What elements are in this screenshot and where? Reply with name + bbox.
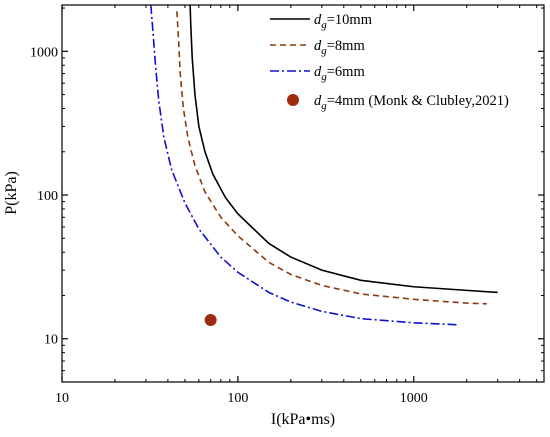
x-axis-label: I(kPa•ms) bbox=[271, 411, 335, 428]
legend-symbol: d bbox=[314, 93, 322, 109]
legend-value: =6mm bbox=[327, 64, 366, 80]
curves bbox=[150, 4, 498, 327]
ticks: 10 100 1000 10 100 1000 bbox=[30, 5, 544, 406]
y-tick-label: 100 bbox=[37, 189, 58, 204]
legend-subscript: g bbox=[321, 100, 327, 112]
legend-marker-4 bbox=[287, 94, 299, 106]
y-tick-label: 10 bbox=[44, 333, 58, 348]
legend-subscript: g bbox=[321, 71, 327, 83]
series-line-1 bbox=[189, 4, 498, 294]
legend-value: =4mm (Monk & Clubley,2021) bbox=[327, 93, 509, 109]
y-axis-label: P(kPa) bbox=[3, 171, 20, 215]
legend-label-4: dg=4mm (Monk & Clubley,2021) bbox=[314, 93, 509, 112]
legend-symbol: d bbox=[314, 38, 322, 54]
data-point-4 bbox=[204, 314, 217, 327]
x-tick-label: 10 bbox=[55, 391, 69, 406]
legend-label-2: dg=8mm bbox=[314, 38, 365, 57]
legend-label-1: dg=10mm bbox=[314, 12, 373, 31]
legend-subscript: g bbox=[321, 45, 327, 57]
series-line-3 bbox=[150, 4, 459, 326]
legend-subscript: g bbox=[321, 19, 327, 31]
x-tick-label: 1000 bbox=[400, 391, 428, 406]
series-line-2 bbox=[176, 11, 487, 305]
legend-value: =10mm bbox=[327, 12, 373, 28]
legend-symbol: d bbox=[314, 12, 322, 28]
legend-value: =8mm bbox=[327, 38, 366, 54]
plot-frame bbox=[61, 4, 545, 383]
legend-symbol: d bbox=[314, 64, 322, 80]
x-tick-label: 100 bbox=[227, 391, 248, 406]
legend-label-3: dg=6mm bbox=[314, 64, 365, 83]
y-tick-label: 1000 bbox=[30, 45, 58, 60]
